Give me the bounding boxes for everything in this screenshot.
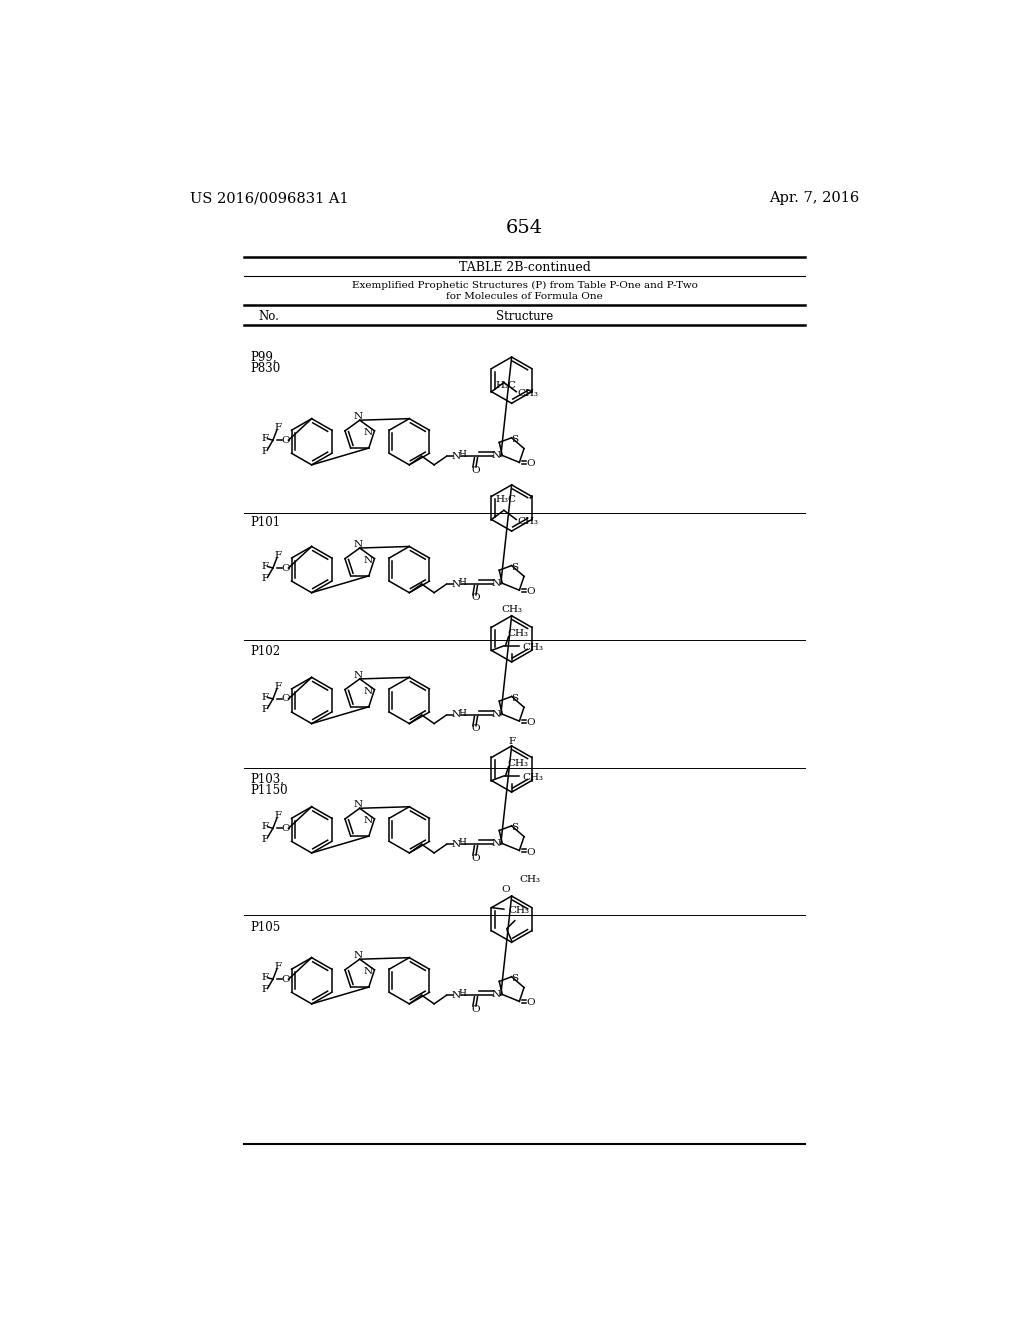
Text: Apr. 7, 2016: Apr. 7, 2016 (769, 191, 859, 206)
Text: Structure: Structure (497, 310, 553, 323)
Text: S: S (511, 434, 518, 444)
Text: H: H (458, 838, 466, 847)
Text: O: O (281, 564, 290, 573)
Text: F: F (274, 962, 282, 972)
Text: N: N (353, 800, 362, 809)
Text: for Molecules of Formula One: for Molecules of Formula One (446, 292, 603, 301)
Text: F: F (261, 834, 268, 843)
Text: F: F (508, 737, 515, 746)
Text: N: N (353, 950, 362, 960)
Text: N: N (364, 686, 373, 696)
Text: O: O (526, 847, 535, 857)
Text: F: F (274, 552, 282, 560)
Text: N: N (353, 540, 362, 549)
Text: O: O (526, 718, 535, 727)
Text: N: N (492, 990, 501, 999)
Text: P101: P101 (251, 516, 281, 529)
Text: N: N (492, 840, 501, 847)
Text: O: O (472, 725, 480, 734)
Text: S: S (511, 693, 518, 702)
Text: US 2016/0096831 A1: US 2016/0096831 A1 (190, 191, 348, 206)
Text: P103,: P103, (251, 774, 285, 785)
Text: CH₃: CH₃ (518, 516, 539, 525)
Text: 654: 654 (506, 219, 544, 236)
Text: S: S (511, 562, 518, 572)
Text: S: S (511, 822, 518, 832)
Text: O: O (472, 466, 480, 475)
Text: O: O (472, 854, 480, 863)
Text: H: H (458, 450, 466, 459)
Text: O: O (472, 1005, 480, 1014)
Text: O: O (281, 436, 290, 445)
Text: F: F (261, 822, 268, 832)
Text: F: F (261, 574, 268, 583)
Text: N: N (492, 451, 501, 459)
Text: P99,: P99, (251, 351, 278, 364)
Text: N: N (452, 710, 461, 719)
Text: N: N (452, 991, 461, 999)
Text: CH₃: CH₃ (522, 774, 544, 781)
Text: F: F (261, 434, 268, 444)
Text: H: H (458, 578, 466, 587)
Text: H: H (458, 989, 466, 998)
Text: N: N (492, 578, 501, 587)
Text: H₃C: H₃C (496, 381, 516, 389)
Text: N: N (364, 966, 373, 975)
Text: O: O (281, 694, 290, 704)
Text: N: N (452, 451, 461, 461)
Text: F: F (261, 446, 268, 455)
Text: F: F (261, 693, 268, 702)
Text: H: H (458, 709, 466, 718)
Text: TABLE 2B-continued: TABLE 2B-continued (459, 261, 591, 275)
Text: Exemplified Prophetic Structures (P) from Table P-One and P-Two: Exemplified Prophetic Structures (P) fro… (352, 281, 697, 290)
Text: P1150: P1150 (251, 784, 288, 797)
Text: CH₃: CH₃ (519, 875, 541, 883)
Text: O: O (526, 998, 535, 1007)
Text: O: O (501, 886, 510, 895)
Text: H₃C: H₃C (496, 495, 516, 504)
Text: O: O (281, 824, 290, 833)
Text: CH₃: CH₃ (507, 630, 528, 638)
Text: O: O (526, 459, 535, 469)
Text: CH₃: CH₃ (522, 643, 544, 652)
Text: F: F (261, 973, 268, 982)
Text: No.: No. (258, 310, 280, 323)
Text: CH₃: CH₃ (518, 389, 539, 397)
Text: N: N (364, 428, 373, 437)
Text: P105: P105 (251, 921, 281, 933)
Text: F: F (261, 562, 268, 572)
Text: F: F (261, 705, 268, 714)
Text: CH₃: CH₃ (507, 759, 528, 768)
Text: P830: P830 (251, 362, 281, 375)
Text: N: N (452, 840, 461, 849)
Text: N: N (353, 412, 362, 421)
Text: CH₃: CH₃ (509, 907, 529, 915)
Text: N: N (353, 671, 362, 680)
Text: N: N (364, 816, 373, 825)
Text: P102: P102 (251, 645, 281, 659)
Text: N: N (364, 556, 373, 565)
Text: N: N (492, 710, 501, 718)
Text: F: F (274, 682, 282, 692)
Text: S: S (511, 974, 518, 983)
Text: O: O (472, 594, 480, 602)
Text: O: O (526, 587, 535, 597)
Text: CH₃: CH₃ (501, 605, 522, 614)
Text: F: F (274, 424, 282, 433)
Text: F: F (274, 812, 282, 821)
Text: F: F (261, 986, 268, 994)
Text: O: O (281, 974, 290, 983)
Text: N: N (452, 579, 461, 589)
